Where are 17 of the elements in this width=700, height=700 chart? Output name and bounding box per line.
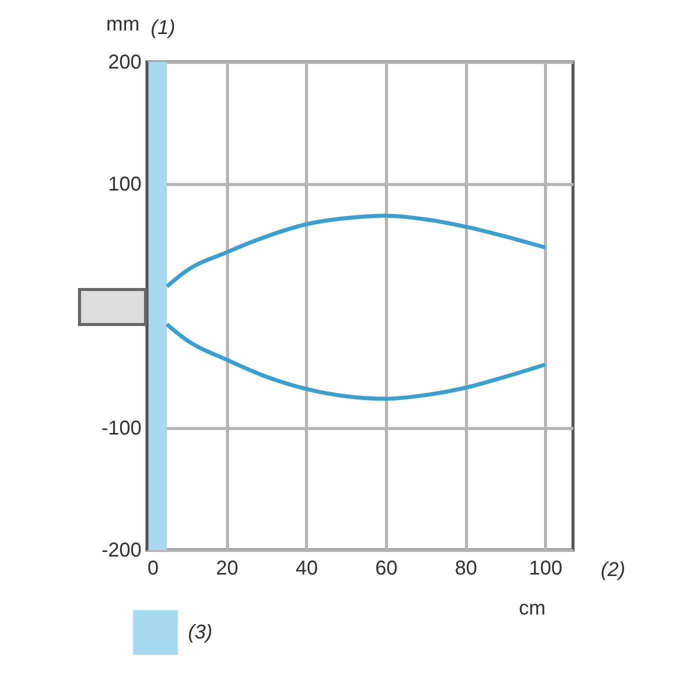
y-tick-label: 200 [108, 52, 142, 74]
y-tick-label: 100 [108, 174, 142, 196]
x-tick-label: 40 [296, 558, 318, 580]
legend-label: (3) [188, 622, 212, 644]
x-tick-label: 20 [216, 558, 238, 580]
x-tick-label: 0 [148, 558, 159, 580]
x-tick-label: 80 [454, 558, 478, 580]
x-axis-title: cm [518, 598, 546, 620]
x-tick-label: 100 [528, 558, 562, 580]
line-series [164, 322, 548, 401]
y-axis-title: mm [106, 14, 140, 36]
line-series [164, 214, 548, 288]
text: (2) [600, 559, 626, 581]
y-tick-label: -200 [101, 540, 142, 562]
y-tick-label: -100 [101, 418, 142, 440]
x-tick-label: 60 [375, 558, 398, 580]
text: (1) [150, 17, 176, 39]
